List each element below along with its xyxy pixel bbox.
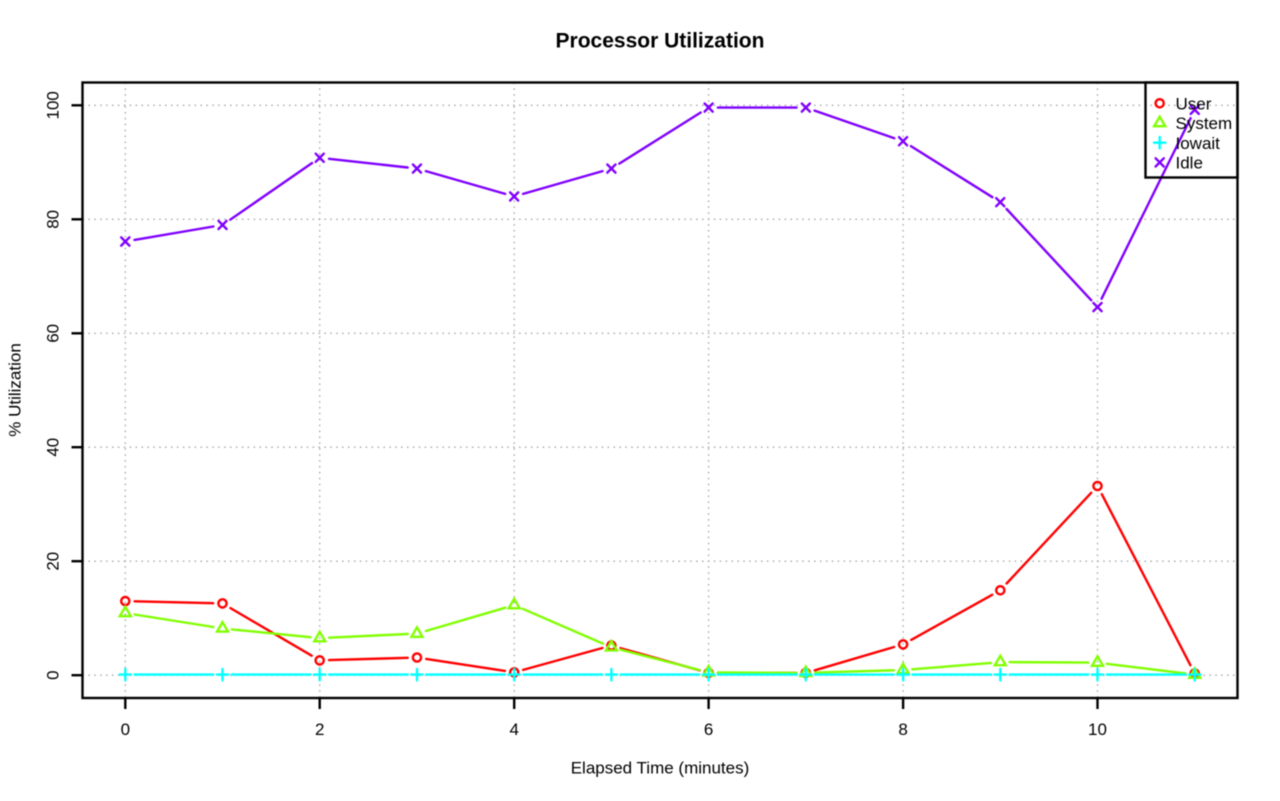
svg-text:8: 8 [898, 720, 907, 739]
svg-text:0: 0 [44, 670, 63, 679]
svg-text:User: User [1176, 94, 1212, 113]
svg-text:20: 20 [44, 552, 63, 571]
svg-text:10: 10 [1088, 720, 1107, 739]
svg-text:System: System [1176, 114, 1233, 133]
svg-text:Iowait: Iowait [1176, 134, 1221, 153]
svg-text:80: 80 [44, 210, 63, 229]
svg-text:Elapsed Time (minutes): Elapsed Time (minutes) [571, 759, 750, 778]
svg-text:4: 4 [509, 720, 518, 739]
svg-text:0: 0 [121, 720, 130, 739]
svg-text:40: 40 [44, 438, 63, 457]
svg-text:Idle: Idle [1176, 154, 1203, 173]
svg-text:% Utilization: % Utilization [6, 343, 25, 437]
svg-text:100: 100 [44, 91, 63, 119]
svg-text:60: 60 [44, 324, 63, 343]
svg-text:6: 6 [704, 720, 713, 739]
svg-text:2: 2 [315, 720, 324, 739]
svg-text:Processor Utilization: Processor Utilization [556, 30, 765, 53]
